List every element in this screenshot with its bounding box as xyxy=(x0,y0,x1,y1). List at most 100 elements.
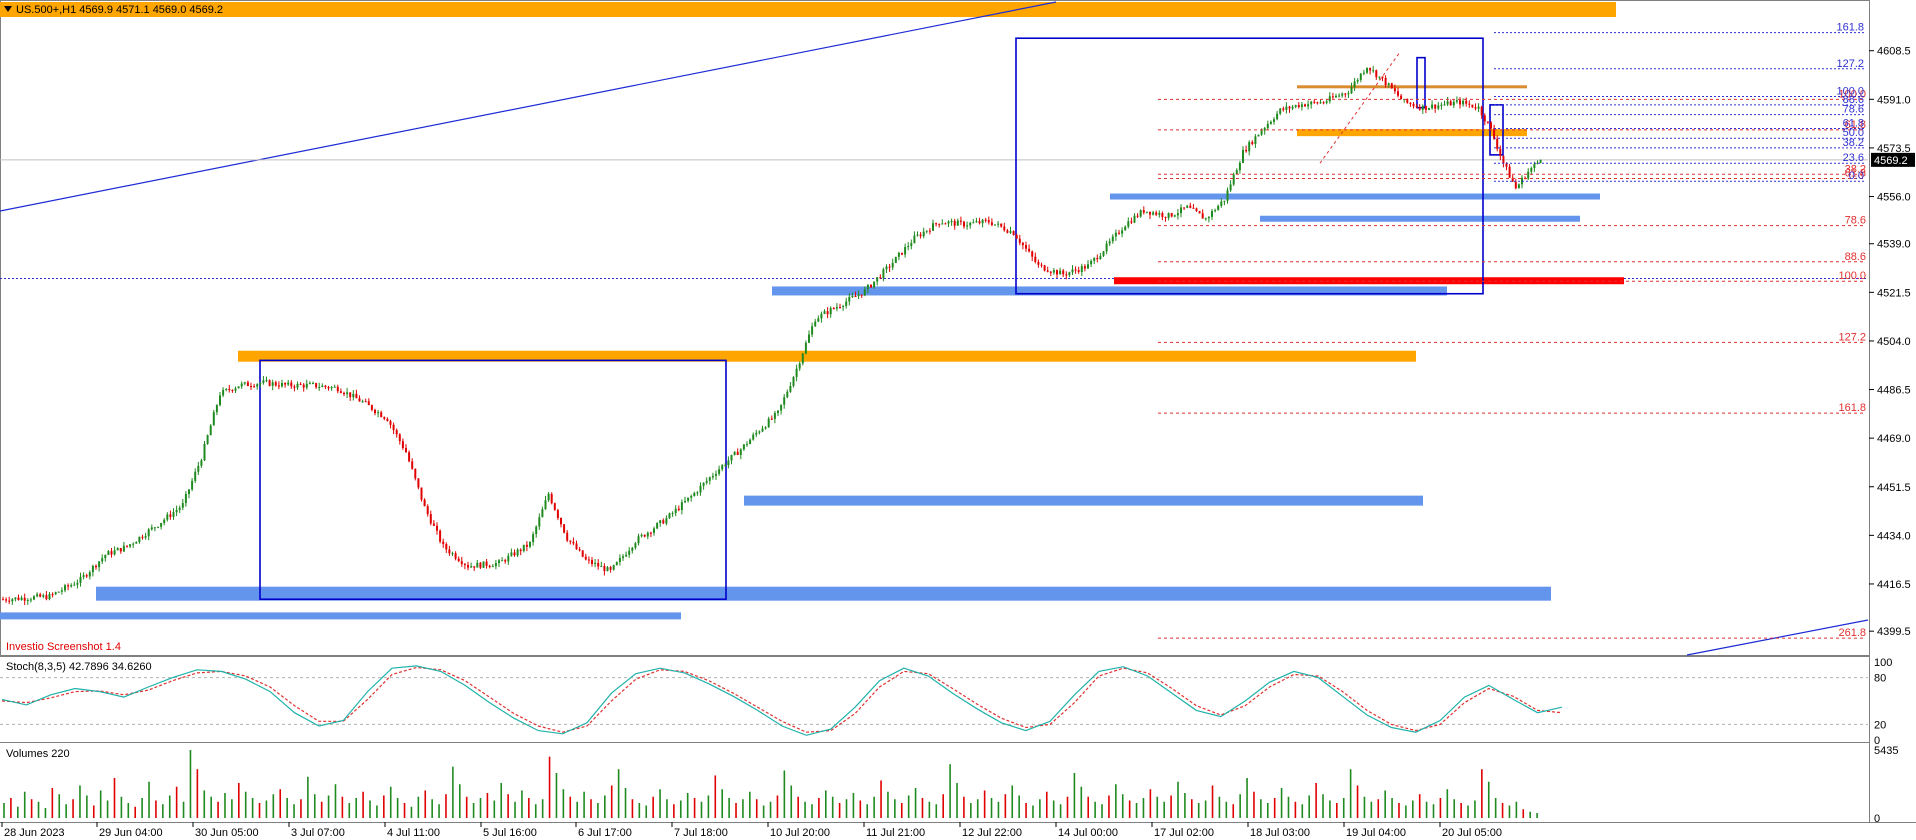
candle-body xyxy=(1015,235,1018,239)
candle-body xyxy=(1319,102,1322,104)
candle-body xyxy=(138,536,141,543)
candle-body xyxy=(1108,241,1111,244)
candle-body xyxy=(1273,119,1275,122)
candle-body xyxy=(1121,230,1124,234)
candle-body xyxy=(615,561,618,566)
candle-body xyxy=(1459,100,1461,105)
candle-body xyxy=(1288,106,1291,109)
candle-body xyxy=(870,284,872,288)
candle-body xyxy=(1083,266,1086,269)
candle-body xyxy=(1331,96,1334,98)
candle-body xyxy=(166,514,169,520)
candle-body xyxy=(1189,205,1192,208)
candle-body xyxy=(1149,211,1151,215)
price-tick-label: 4399.5 xyxy=(1877,626,1911,638)
candle-body xyxy=(708,477,711,481)
candle-body xyxy=(82,575,85,577)
candle-body xyxy=(907,246,910,248)
candle-body xyxy=(1539,159,1542,163)
candle-body xyxy=(1043,265,1046,271)
candle-body xyxy=(894,256,897,263)
candle-body xyxy=(401,441,404,448)
candle-body xyxy=(122,545,125,552)
candle-body xyxy=(98,561,101,568)
candle-body xyxy=(541,509,544,518)
candle-body xyxy=(256,384,259,387)
fib-red-label: 61.8 xyxy=(1845,119,1866,131)
candle-body xyxy=(622,556,624,558)
candle-body xyxy=(938,223,941,225)
candle-body xyxy=(873,281,876,288)
candle-body xyxy=(104,554,107,559)
candle-body xyxy=(405,447,407,453)
candle-body xyxy=(271,382,274,386)
candle-body xyxy=(755,432,758,435)
candle-body xyxy=(240,383,243,387)
candle-body xyxy=(312,383,314,385)
price-axis: 4608.5 4591.0 4573.5 4556.0 4539.0 4521.5 4504… xyxy=(1869,46,1911,638)
fibonacci-labels-layer: 61.878.688.6100.0127.2161.8261.8100.061.… xyxy=(1158,22,1866,639)
candle-body xyxy=(916,234,919,236)
candle-body xyxy=(1480,106,1483,116)
candle-body xyxy=(1031,251,1034,257)
candle-body xyxy=(1021,242,1024,246)
candle-body xyxy=(126,545,128,547)
candle-body xyxy=(643,534,646,537)
candle-body xyxy=(1099,255,1102,260)
candle-body xyxy=(1359,73,1362,80)
candle-body xyxy=(414,468,417,479)
candle-body xyxy=(110,551,113,555)
candle-body xyxy=(1530,168,1533,172)
candle-body xyxy=(795,368,798,378)
candle-body xyxy=(1242,149,1244,163)
zones-layer xyxy=(0,85,1624,620)
candle-body xyxy=(730,454,733,461)
time-tick-label: 10 Jul 20:00 xyxy=(770,827,830,839)
candle-body xyxy=(746,444,748,446)
candle-body xyxy=(904,246,907,255)
orange-resistance-band-top[interactable] xyxy=(0,2,1616,17)
candle-body xyxy=(1087,264,1089,269)
candle-body xyxy=(529,542,531,547)
candle-body xyxy=(1238,162,1241,171)
time-tick-label: 4 Jul 11:00 xyxy=(387,827,440,839)
candle-body xyxy=(1130,221,1133,223)
candle-body xyxy=(1235,170,1238,175)
candle-body xyxy=(1142,210,1145,213)
candle-body xyxy=(1440,104,1443,106)
candle-body xyxy=(662,520,665,524)
candle-body xyxy=(1223,200,1226,202)
candle-body xyxy=(1424,105,1427,110)
time-tick-label: 12 Jul 22:00 xyxy=(962,827,1022,839)
candle-body xyxy=(1080,266,1083,273)
triangle-down-icon[interactable] xyxy=(4,6,12,12)
time-tick-label: 30 Jun 05:00 xyxy=(195,827,259,839)
candle-body xyxy=(48,594,51,600)
candle-body xyxy=(417,478,420,488)
fib-blue-label: 61.8 xyxy=(1843,117,1864,129)
candle-body xyxy=(454,553,457,559)
candle-body xyxy=(1508,166,1511,178)
candle-body xyxy=(442,541,445,544)
candle-body xyxy=(863,289,866,296)
candle-body xyxy=(420,487,423,500)
candle-body xyxy=(618,557,621,562)
trendline-upper[interactable] xyxy=(0,1,1057,212)
candle-body xyxy=(209,425,212,436)
candle-body xyxy=(767,418,770,428)
candle-body xyxy=(724,465,727,467)
candle-body xyxy=(1477,106,1480,109)
candle-body xyxy=(1415,106,1418,108)
candle-body xyxy=(668,513,671,519)
stoch-signal-line xyxy=(1,666,1563,733)
candle-body xyxy=(699,485,702,493)
candle-body xyxy=(963,221,965,227)
trendline-lower[interactable] xyxy=(1686,619,1869,656)
time-tick-label: 14 Jul 00:00 xyxy=(1058,827,1118,839)
candle-body xyxy=(702,482,705,486)
candle-body xyxy=(169,514,172,517)
candle-body xyxy=(891,262,894,268)
candle-body xyxy=(519,549,522,552)
candle-body xyxy=(832,308,835,310)
